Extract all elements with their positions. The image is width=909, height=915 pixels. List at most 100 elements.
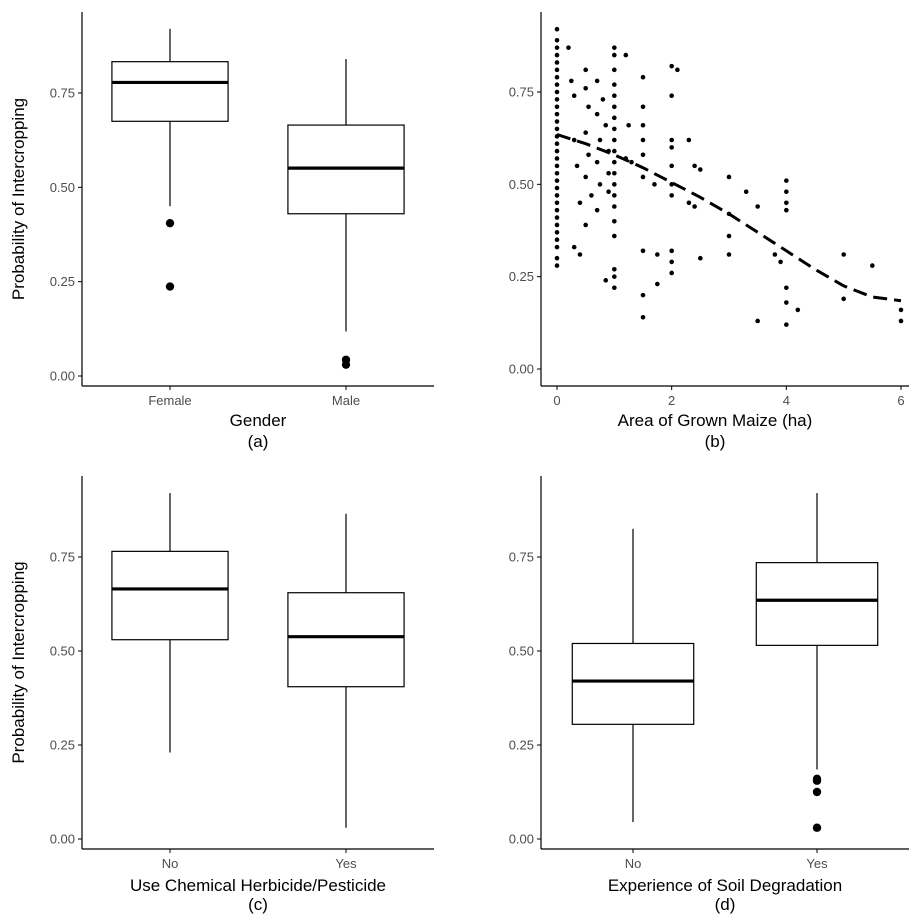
y-tick-label: 0.25 [509,738,534,753]
scatter-point [574,163,580,169]
scatter-point [652,182,657,187]
scatter-point [612,274,617,279]
panel-caption: (a) [248,432,269,451]
scatter-point [606,189,611,195]
scatter-point [554,207,560,213]
scatter-point [612,204,617,209]
scatter-point [841,252,846,257]
box-iqr [111,61,229,122]
y-tick-label: 0.25 [509,269,534,284]
x-axis-title: Experience of Soil Degradation [608,876,842,895]
scatter-point [554,215,560,220]
scatter-point [554,244,560,250]
scatter-point [554,178,560,183]
scatter-point [583,174,588,180]
scatter-point [623,52,629,58]
scatter-point [655,281,660,287]
x-axis-title: Gender [230,411,287,430]
scatter-point [640,314,646,320]
scatter-point [554,126,560,132]
y-tick-label: 0.00 [50,832,75,847]
y-tick-label: 0.50 [509,177,534,192]
scatter-point [554,263,560,268]
scatter-point [640,137,646,143]
panel-caption: (b) [705,432,726,451]
scatter-point [726,252,732,257]
scatter-point [594,159,600,165]
scatter-point [594,78,600,84]
scatter-point [655,252,660,257]
scatter-point [600,97,606,102]
scatter-point [571,137,577,143]
scatter-point [669,270,674,276]
scatter-point [755,318,760,324]
scatter-point [594,207,600,213]
x-axis-title: Use Chemical Herbicide/Pesticide [130,876,386,895]
scatter-point [612,52,617,58]
y-tick-label: 0.25 [50,738,75,753]
y-tick-label: 0.25 [50,274,75,289]
outlier-point [812,776,822,785]
scatter-point [640,292,646,298]
scatter-point [640,104,646,110]
scatter-point [692,163,697,169]
scatter-point [669,137,674,143]
scatter-point [583,130,588,135]
scatter-point [603,278,609,283]
scatter-point [686,137,692,143]
box-iqr [571,642,695,725]
scatter-point [566,45,571,50]
y-tick-label: 0.00 [50,369,75,384]
scatter-point [554,89,560,95]
scatter-point [554,67,560,73]
x-axis-title: Area of Grown Maize (ha) [618,411,813,430]
scatter-point [612,182,617,187]
scatter-point [669,63,674,69]
scatter-point [612,148,617,154]
scatter-point [606,170,611,176]
scatter-point [612,137,617,143]
scatter-point [640,74,646,80]
trend-line [556,133,902,303]
scatter-point [554,141,560,147]
scatter-point [554,163,560,169]
x-tick-label: Male [332,393,360,408]
scatter-point [612,115,617,121]
y-tick-label: 0.75 [509,550,534,565]
scatter-point [669,248,674,254]
x-tick-label: 2 [668,393,675,408]
scatter-point [692,204,697,209]
scatter-point [554,200,560,206]
scatter-point [743,189,749,195]
x-tick-label: Female [148,393,191,408]
scatter-point [586,152,591,158]
scatter-point [640,152,646,158]
scatter-point [612,45,617,50]
scatter-point [784,285,789,291]
y-tick-label: 0.75 [50,550,75,565]
scatter-point [554,26,560,32]
scatter-point [571,93,577,98]
scatter-point [784,189,789,195]
box-iqr [755,562,879,646]
x-tick-label: No [625,856,642,871]
scatter-point [669,193,674,198]
x-tick-label: 6 [897,393,904,408]
scatter-point [841,296,846,302]
scatter-point [589,193,594,198]
scatter-point [898,307,904,313]
scatter-point [612,159,617,165]
scatter-point [583,67,588,73]
panel-b: 0.00 0.25 0.50 0.75 Area of Grown Maize (ha)… [509,12,909,451]
box-iqr [287,592,405,688]
panel-a: 0.00 0.25 0.50 0.75 Probability of Intercrop… [9,12,434,451]
scatter-point [612,266,617,272]
scatter-point [554,170,560,176]
scatter-point [569,78,574,84]
scatter-point [597,137,603,143]
scatter-point [629,159,634,165]
scatter-point [577,252,583,257]
scatter-point [571,244,577,250]
box-iqr [111,550,229,641]
